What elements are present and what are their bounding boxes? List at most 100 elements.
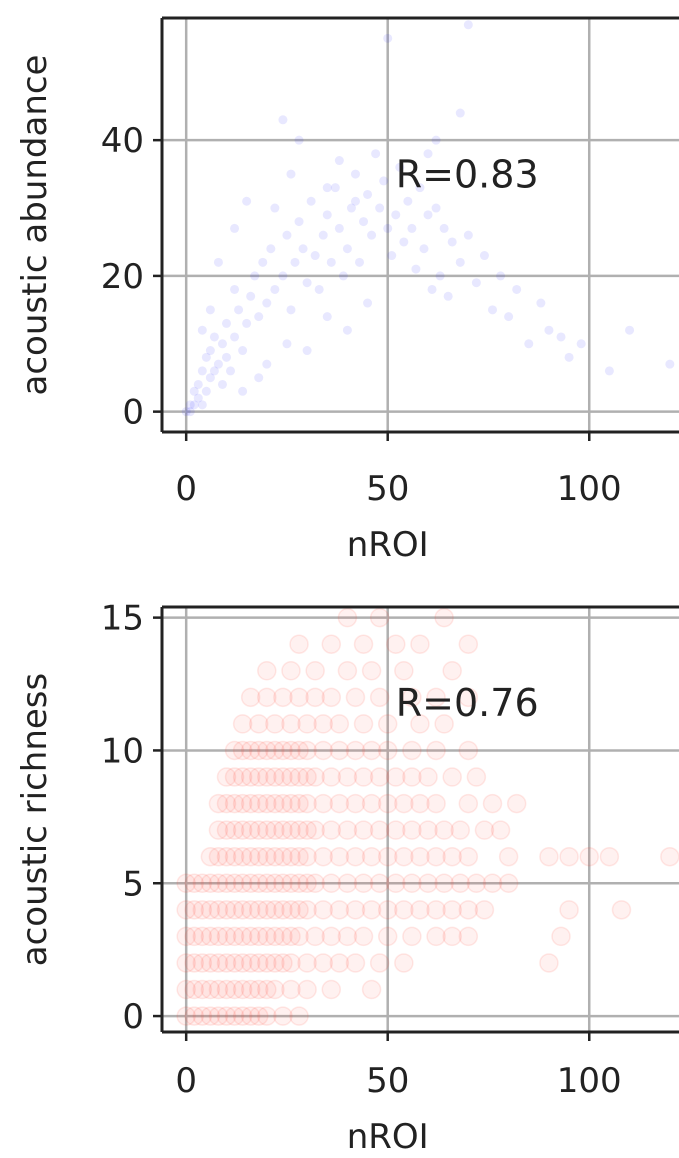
data-point xyxy=(345,687,366,708)
data-point xyxy=(345,793,366,814)
data-point xyxy=(289,740,309,761)
data-point xyxy=(209,366,219,376)
data-point xyxy=(297,740,317,761)
data-point xyxy=(273,687,293,708)
data-point xyxy=(273,873,293,893)
data-point xyxy=(232,820,253,840)
data-point xyxy=(192,873,213,893)
data-point xyxy=(305,687,325,708)
data-point xyxy=(176,873,196,893)
data-point xyxy=(208,873,229,893)
data-point xyxy=(488,305,498,315)
data-point xyxy=(302,346,312,356)
x-axis-label: nROI xyxy=(347,525,429,565)
data-point xyxy=(273,820,293,840)
data-point xyxy=(342,244,352,254)
data-point xyxy=(353,873,374,893)
data-point xyxy=(361,900,382,920)
data-point xyxy=(418,820,438,840)
data-point xyxy=(254,312,264,322)
data-point xyxy=(305,661,325,681)
data-point xyxy=(625,325,635,335)
data-point xyxy=(281,767,301,787)
data-point xyxy=(458,846,479,867)
data-point xyxy=(415,183,425,193)
data-point xyxy=(329,793,350,814)
data-point xyxy=(329,740,350,761)
data-point xyxy=(270,284,280,294)
grid-lines xyxy=(162,18,679,432)
data-point xyxy=(205,305,215,315)
data-point xyxy=(455,108,465,118)
data-point xyxy=(281,873,301,893)
data-point xyxy=(321,873,342,893)
data-point xyxy=(240,740,261,761)
data-point xyxy=(394,900,414,920)
data-point xyxy=(265,979,285,1000)
data-point xyxy=(377,926,398,947)
data-point xyxy=(434,714,454,734)
data-point xyxy=(197,400,207,410)
data-point xyxy=(458,900,479,920)
x-tick-label: 0 xyxy=(175,469,197,509)
y-tick-label: 15 xyxy=(101,599,144,639)
data-point xyxy=(395,162,405,172)
data-point xyxy=(273,926,293,947)
data-point xyxy=(361,793,382,814)
data-point xyxy=(536,298,546,308)
data-point xyxy=(313,846,333,867)
data-point xyxy=(318,230,328,240)
data-point xyxy=(611,900,632,920)
data-point xyxy=(265,900,285,920)
data-point xyxy=(282,230,292,240)
data-point xyxy=(290,257,300,267)
data-point xyxy=(224,979,245,1000)
data-point xyxy=(213,257,223,267)
data-point xyxy=(354,257,364,267)
data-point xyxy=(383,223,393,233)
data-point xyxy=(361,979,382,1000)
data-point xyxy=(353,634,374,654)
data-point xyxy=(257,900,277,920)
data-point xyxy=(257,926,277,947)
data-point xyxy=(282,339,292,349)
y-axis-label: acoustic richness xyxy=(15,673,55,966)
data-point xyxy=(407,223,417,233)
data-point xyxy=(434,873,454,893)
data-point xyxy=(471,278,481,288)
data-point xyxy=(240,1006,261,1026)
data-point xyxy=(246,291,256,301)
data-point xyxy=(254,373,264,383)
data-point xyxy=(289,767,309,787)
data-point xyxy=(185,400,195,410)
data-point xyxy=(192,926,213,947)
data-point xyxy=(216,1006,237,1026)
data-point xyxy=(369,953,390,973)
data-point xyxy=(201,386,211,396)
data-point xyxy=(353,714,374,734)
data-point xyxy=(197,366,207,376)
data-point xyxy=(216,820,237,840)
data-point xyxy=(337,926,358,947)
data-point xyxy=(200,900,221,920)
data-point xyxy=(224,740,245,761)
data-point xyxy=(257,953,277,973)
data-point xyxy=(386,820,406,840)
data-point xyxy=(200,846,221,867)
data-point xyxy=(447,237,457,247)
data-point xyxy=(265,793,285,814)
data-point xyxy=(217,339,227,349)
data-point xyxy=(386,873,406,893)
abundance-scatter-plot: 0 50 100 0 20 40 nROI acoustic abundance R=0.83 xyxy=(15,16,679,565)
data-point xyxy=(248,1006,269,1026)
data-point xyxy=(410,714,430,734)
data-point xyxy=(230,332,240,342)
data-point xyxy=(391,210,401,220)
data-point xyxy=(434,820,454,840)
data-point xyxy=(224,846,245,867)
data-point xyxy=(377,714,398,734)
richness-scatter-plot: 0 50 100 0 5 10 15 nROI acoustic richness R=0.76 xyxy=(15,599,679,1157)
data-point xyxy=(289,793,309,814)
data-point xyxy=(205,346,215,356)
